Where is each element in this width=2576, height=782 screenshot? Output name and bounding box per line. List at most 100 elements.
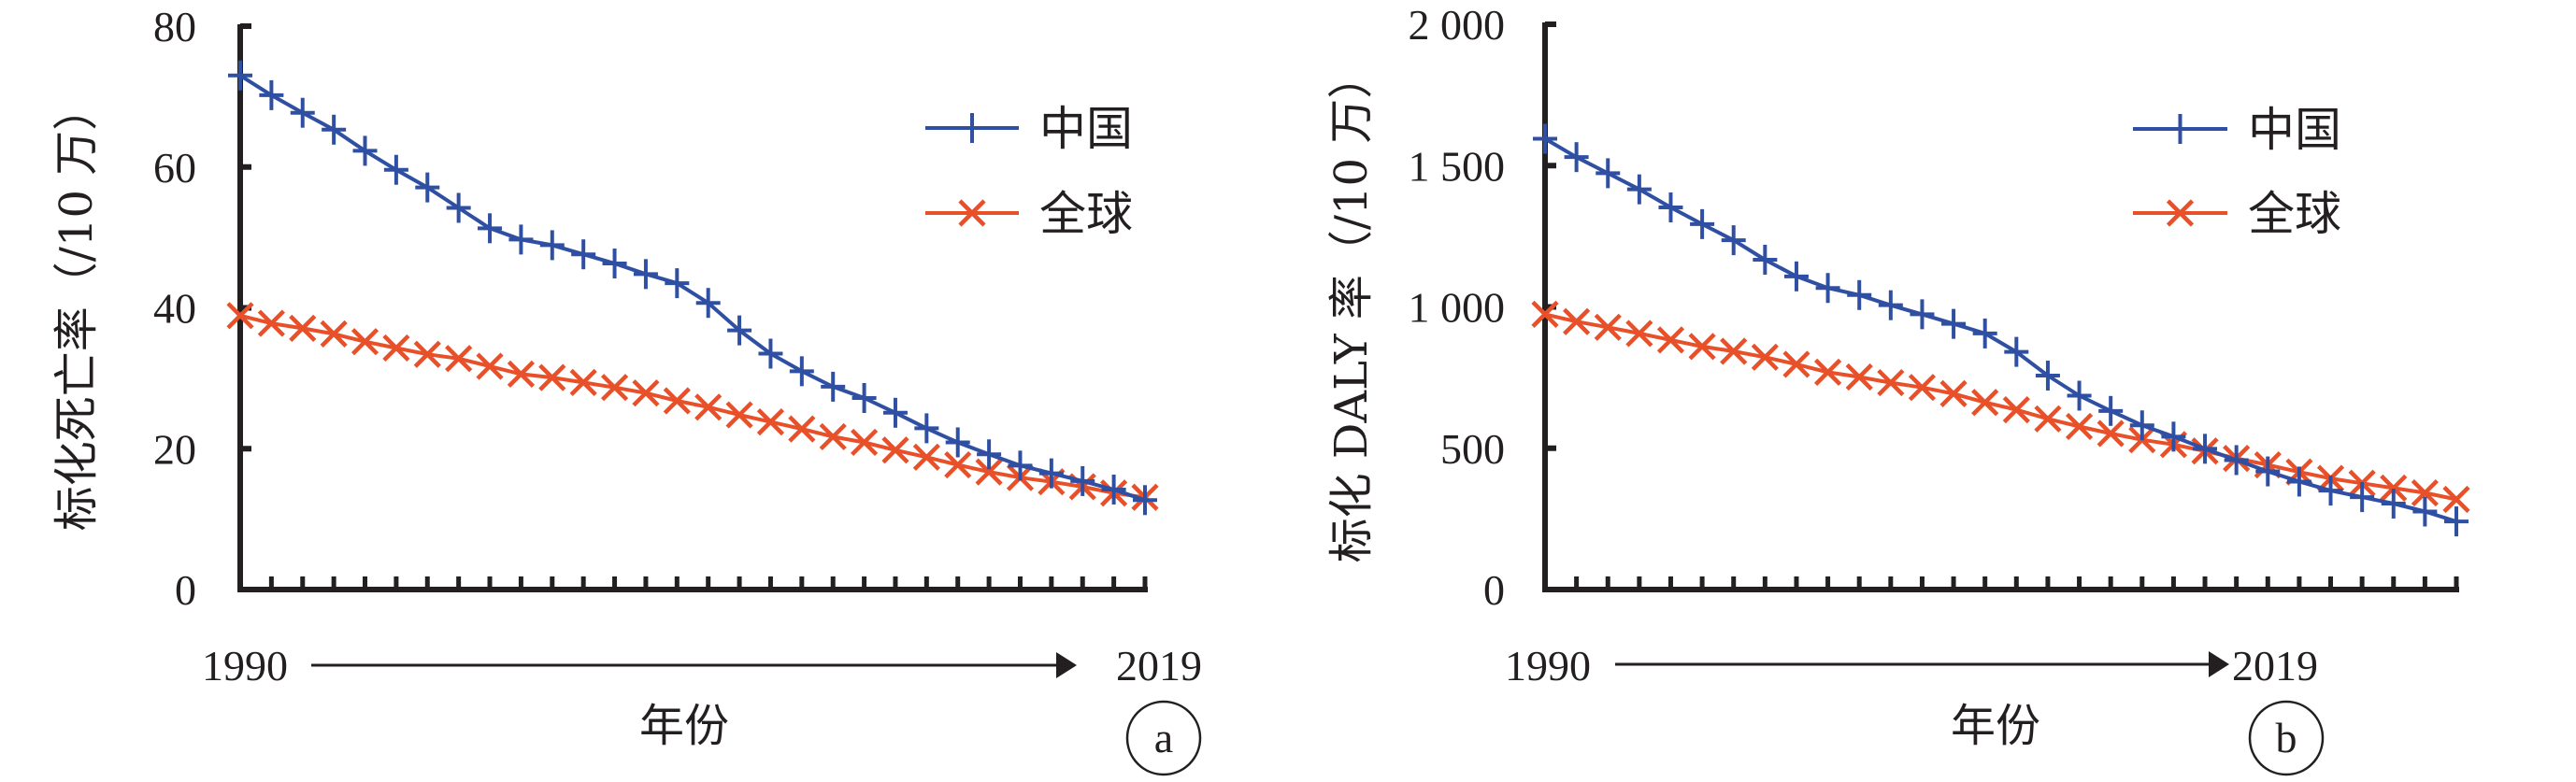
y-tick-label: 1 000 [1409, 284, 1506, 332]
data-point-x-marker [2411, 478, 2439, 507]
data-point-x-marker [226, 302, 254, 330]
data-point-x-marker [2097, 419, 2125, 448]
data-point-plus-marker [539, 230, 565, 261]
data-point-plus-marker [633, 259, 658, 290]
data-point-x-marker [1845, 363, 1873, 391]
x-axis-title: 年份 [639, 700, 729, 752]
series-global [226, 302, 1159, 511]
y-tick-label: 500 [1440, 425, 1505, 473]
data-point-x-marker [1720, 337, 1748, 365]
axes [1542, 21, 2459, 592]
data-point-plus-marker [2444, 506, 2469, 537]
data-point-plus-marker [383, 154, 408, 185]
x-axis-title: 年份 [1951, 700, 2040, 752]
data-point-plus-marker [352, 135, 378, 166]
data-point-x-marker [289, 314, 317, 342]
data-point-x-marker [2002, 396, 2030, 424]
data-point-plus-marker [1596, 158, 1621, 189]
data-point-plus-marker [1972, 318, 1997, 348]
data-point-plus-marker [1753, 244, 1778, 275]
data-point-x-marker [1939, 379, 1968, 407]
data-point-plus-marker [1815, 273, 1840, 304]
data-point-plus-marker [758, 338, 783, 369]
y-axis-title: 标化死亡率（/10 万） [50, 86, 103, 532]
data-point-plus-marker [2129, 410, 2154, 441]
data-point-plus-marker [2035, 361, 2060, 391]
data-point-x-marker [756, 408, 785, 436]
data-point-plus-marker [259, 79, 284, 110]
legend-china-plus-marker [2168, 114, 2193, 144]
data-point-plus-marker [478, 213, 503, 244]
data-point-plus-marker [882, 397, 908, 428]
data-point-plus-marker [821, 371, 846, 402]
legend-china-plus-marker [960, 113, 984, 143]
data-point-x-marker [445, 345, 473, 373]
y-tick-label: 80 [153, 3, 196, 50]
data-point-plus-marker [2193, 434, 2218, 464]
data-point-plus-marker [1878, 290, 1903, 320]
data-point-plus-marker [1721, 225, 1746, 256]
panel-b-badge-letter: b [2276, 714, 2297, 761]
data-point-x-marker [725, 401, 753, 429]
data-point-x-marker [912, 443, 940, 471]
data-point-x-marker [632, 379, 660, 407]
legend: 中国 全球 [2133, 103, 2341, 241]
data-point-plus-marker [2067, 380, 2092, 411]
y-tick-label: 2 000 [1409, 1, 1506, 49]
data-point-x-marker [1971, 389, 1999, 417]
x-start-label: 1990 [202, 642, 288, 690]
data-point-plus-marker [1783, 261, 1809, 291]
data-point-x-marker [538, 363, 566, 391]
data-point-plus-marker [1133, 485, 1157, 516]
data-point-x-marker [320, 320, 348, 348]
legend-plus-glyph [960, 113, 984, 143]
data-point-x-marker [2380, 474, 2408, 502]
data-point-plus-marker [508, 224, 534, 255]
data-point-plus-marker [2255, 456, 2281, 487]
data-point-plus-marker [2161, 421, 2186, 452]
data-point-x-marker [1751, 343, 1779, 371]
data-point-plus-marker [602, 249, 627, 279]
legend-global-label: 全球 [2248, 187, 2341, 241]
legend-x-glyph [958, 199, 986, 227]
panel-a-badge-circle [1125, 700, 1202, 776]
legend-plus-glyph [2168, 114, 2193, 144]
legend-global-x-marker [2166, 199, 2195, 227]
data-point-plus-marker [290, 97, 315, 128]
data-point-plus-marker [1941, 308, 1967, 339]
data-point-x-marker [975, 458, 1003, 486]
data-point-x-marker [382, 334, 410, 363]
data-point-plus-marker [1101, 474, 1126, 505]
x-start-label: 1990 [1505, 642, 1591, 690]
data-point-plus-marker [1533, 123, 1557, 154]
y-axis-title: 标化 DALY 率（/10 万） [1325, 54, 1378, 563]
data-point-x-marker [1908, 374, 1937, 402]
data-point-x-marker [850, 428, 879, 457]
panel-a-badge-letter: a [1154, 714, 1173, 761]
data-point-x-marker [351, 328, 379, 356]
data-point-plus-marker [2098, 395, 2124, 426]
data-point-x-marker [2065, 412, 2094, 441]
data-point-x-marker [476, 352, 504, 380]
data-point-x-marker [1688, 333, 1716, 361]
data-point-plus-marker [1910, 299, 1935, 330]
data-point-x-marker [663, 387, 691, 415]
data-point-x-marker [1594, 313, 1622, 341]
data-point-plus-marker [727, 315, 752, 346]
y-tick-label: 0 [175, 566, 196, 614]
legend-global-x-marker [958, 199, 986, 227]
data-point-plus-marker [1070, 465, 1095, 496]
data-point-plus-marker [2412, 496, 2438, 527]
data-point-plus-marker [2381, 489, 2406, 519]
y-tick-label: 60 [153, 144, 196, 192]
y-tick-labels: 0 500 1 000 1 500 2 000 [1409, 1, 1506, 614]
panel-b-daly-chart: 标化 DALY 率（/10 万） 0 500 1 000 1 500 2 000 中国 … [1325, 1, 2470, 776]
series-line [238, 74, 1146, 503]
legend-china-label: 中国 [1039, 102, 1133, 156]
data-point-x-marker [569, 368, 597, 396]
data-point-plus-marker [1847, 279, 1872, 310]
panel-a-mortality-chart: 标化死亡率（/10 万） 0 20 40 60 80 中国 全球 1990 2019 年… [50, 3, 1202, 776]
series-line [1544, 312, 2457, 502]
data-point-x-marker [881, 436, 909, 464]
data-point-x-marker [788, 415, 816, 443]
